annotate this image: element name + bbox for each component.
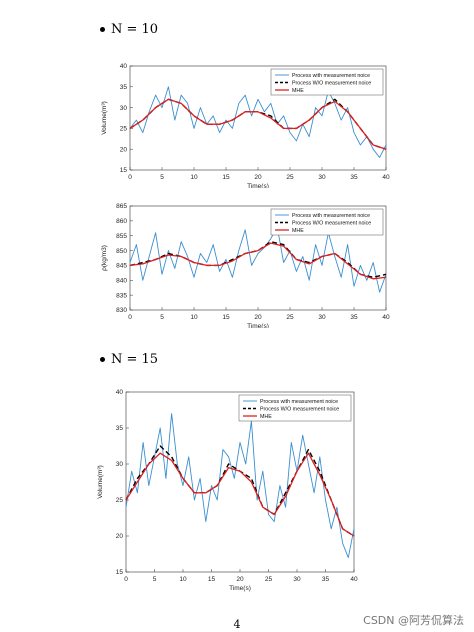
legend-box — [238, 394, 352, 422]
x-tick-label: 15 — [222, 314, 230, 321]
section-heading-n10: N = 10 — [100, 22, 158, 37]
y-tick-label: 35 — [120, 84, 128, 91]
chart-svg: 0 5 10 15 20 25 30 35 40 830 835 840 845 850 855 860 865… — [101, 203, 390, 328]
legend-box — [270, 68, 384, 96]
y-tick-label: 20 — [120, 146, 128, 153]
bullet-icon — [100, 357, 105, 362]
legend-entry: Process with measurement noice — [292, 213, 370, 219]
x-tick-label: 0 — [128, 314, 132, 321]
y-tick-label: 35 — [116, 425, 124, 432]
series-line-1 — [129, 226, 387, 293]
chart-svg: 0 5 10 15 20 25 30 35 40 15 20 25 30 35 40 Time(s) Volum… — [97, 389, 358, 592]
series-line-1 — [129, 86, 387, 158]
x-axis-label: Time(s) — [247, 183, 269, 188]
series-line-3 — [125, 452, 355, 537]
x-tick-label: 30 — [293, 576, 301, 583]
x-tick-label: 40 — [382, 314, 390, 321]
x-tick-label: 10 — [190, 174, 198, 181]
x-tick-label: 15 — [208, 576, 216, 583]
x-tick-label: 30 — [318, 314, 326, 321]
series-line-1 — [125, 413, 355, 559]
series-line-3 — [129, 98, 387, 150]
y-tick-label: 830 — [116, 307, 127, 314]
section-label: N = 15 — [111, 352, 159, 367]
x-tick-label: 5 — [160, 174, 164, 181]
watermark: CSDN @阿芳侃算法 — [363, 614, 464, 627]
x-tick-label: 10 — [179, 576, 187, 583]
y-axis-label: Volume(m³) — [101, 101, 108, 135]
section-label: N = 10 — [111, 22, 159, 37]
x-tick-label: 35 — [350, 314, 358, 321]
section-heading-n15: N = 15 — [100, 352, 158, 367]
legend-entry: Process W/O measurement noice — [292, 81, 371, 87]
x-tick-label: 5 — [153, 576, 157, 583]
x-tick-label: 0 — [124, 576, 128, 583]
chart-volume-n15: 0 5 10 15 20 25 30 35 40 15 20 25 30 35 40 Time(s) Volum… — [90, 386, 364, 598]
y-tick-label: 865 — [116, 203, 127, 210]
x-tick-label: 10 — [190, 314, 198, 321]
x-tick-label: 25 — [286, 314, 294, 321]
legend: Process with measurement noice Process W/… — [270, 208, 384, 236]
x-tick-label: 25 — [286, 174, 294, 181]
x-tick-label: 25 — [265, 576, 273, 583]
y-tick-label: 860 — [116, 218, 127, 225]
legend-entry: Process with measurement noice — [260, 399, 338, 405]
legend-entry: MHE — [292, 88, 304, 94]
page-number: 4 — [233, 618, 241, 631]
legend: Process with measurement noice Process W/… — [238, 394, 352, 422]
x-tick-label: 20 — [254, 174, 262, 181]
y-tick-label: 845 — [116, 263, 127, 270]
y-tick-label: 840 — [116, 277, 127, 284]
y-tick-label: 30 — [116, 461, 124, 468]
y-tick-label: 835 — [116, 292, 127, 299]
y-tick-label: 20 — [116, 533, 124, 540]
legend-entry: Process W/O measurement noice — [292, 221, 371, 227]
x-tick-label: 40 — [350, 576, 358, 583]
y-tick-label: 15 — [116, 569, 124, 576]
series-line-3 — [129, 242, 387, 280]
x-axis-label: Time(s) — [247, 323, 269, 328]
y-tick-label: 15 — [120, 167, 128, 174]
y-tick-label: 40 — [116, 389, 124, 396]
x-tick-label: 15 — [222, 174, 230, 181]
legend-box — [270, 208, 384, 236]
x-tick-label: 30 — [318, 174, 326, 181]
x-tick-label: 35 — [322, 576, 330, 583]
y-axis-label: ρ(kg/m3) — [101, 245, 108, 271]
x-tick-label: 20 — [254, 314, 262, 321]
series-line-2 — [129, 241, 387, 279]
y-tick-label: 25 — [116, 497, 124, 504]
x-tick-label: 0 — [128, 174, 132, 181]
chart-volume-n10: 0 5 10 15 20 25 30 35 40 15 20 25 30 35 40 Time(s) Volum… — [96, 60, 396, 188]
y-tick-label: 850 — [116, 248, 127, 255]
y-tick-label: 855 — [116, 233, 127, 240]
chart-density-n10: 0 5 10 15 20 25 30 35 40 830 835 840 845 850 855 860 865… — [96, 200, 396, 328]
x-tick-label: 5 — [160, 314, 164, 321]
x-tick-label: 40 — [382, 174, 390, 181]
x-tick-label: 20 — [236, 576, 244, 583]
y-tick-label: 40 — [120, 63, 128, 70]
legend-entry: MHE — [260, 414, 272, 420]
y-tick-label: 30 — [120, 105, 128, 112]
y-tick-label: 25 — [120, 126, 128, 133]
y-axis-label: Volume(m³) — [97, 465, 104, 499]
bullet-icon — [100, 27, 105, 32]
x-tick-label: 35 — [350, 174, 358, 181]
legend: Process with measurement noice Process W/… — [270, 68, 384, 96]
chart-svg: 0 5 10 15 20 25 30 35 40 15 20 25 30 35 40 Time(s) Volum… — [101, 63, 390, 188]
legend-entry: MHE — [292, 228, 304, 234]
legend-entry: Process W/O measurement noice — [260, 407, 339, 413]
x-axis-label: Time(s) — [229, 585, 251, 592]
legend-entry: Process with measurement noice — [292, 73, 370, 79]
